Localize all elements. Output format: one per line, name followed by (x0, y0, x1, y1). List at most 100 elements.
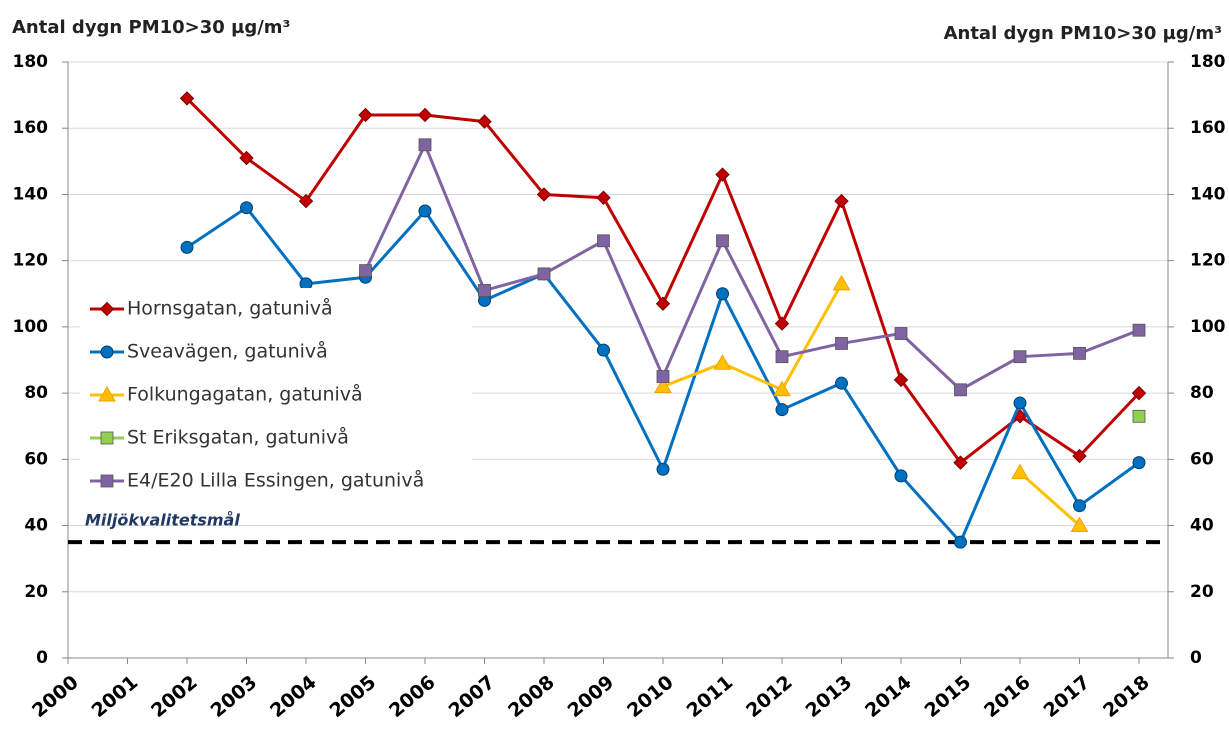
marker (1132, 409, 1146, 423)
marker (478, 284, 491, 297)
marker (98, 385, 116, 402)
marker (418, 138, 432, 152)
marker (716, 287, 729, 301)
marker (775, 403, 789, 417)
marker (417, 107, 433, 123)
marker (537, 267, 551, 281)
legend-label: St Eriksgatan, gatunivå (127, 426, 349, 449)
x-tick-label: 2006 (385, 671, 440, 722)
y-tick-label: 40 (24, 516, 48, 536)
x-tick-label: 2013 (802, 671, 857, 722)
marker (1131, 385, 1147, 401)
marker (597, 234, 610, 248)
marker (1132, 456, 1146, 470)
y2-axis-title: Antal dygn PM10>30 µg/m³ (944, 23, 1222, 44)
y-tick-label: 160 (13, 118, 49, 138)
x-tick-label: 2005 (326, 671, 381, 722)
marker (655, 296, 671, 311)
marker (954, 535, 967, 549)
y-tick-label: 140 (13, 184, 49, 204)
marker (418, 204, 432, 218)
x-tick-label: 2001 (88, 671, 143, 722)
marker (100, 345, 114, 359)
y-tick-label: 100 (13, 317, 49, 337)
y-tick-label: 60 (24, 449, 48, 469)
y-tick-label: 80 (24, 383, 48, 403)
marker (835, 337, 848, 350)
marker (654, 377, 672, 393)
marker (596, 190, 611, 205)
marker (180, 240, 194, 254)
marker (1072, 448, 1087, 464)
y2-tick-label: 180 (1190, 52, 1226, 72)
x-tick-label: 2015 (921, 671, 976, 722)
marker (298, 193, 314, 209)
x-tick-label: 2008 (504, 671, 559, 722)
marker (954, 383, 967, 397)
legend-label: Folkungagatan, gatunivå (127, 383, 363, 406)
marker (359, 264, 372, 278)
y2-tick-label: 60 (1190, 449, 1214, 469)
marker (99, 301, 115, 317)
marker (179, 91, 195, 106)
marker (894, 327, 908, 340)
x-tick-label: 2016 (980, 671, 1035, 722)
y-axis-title: Antal dygn PM10>30 µg/m³ (12, 17, 290, 38)
legend-box (80, 288, 472, 502)
y2-tick-label: 80 (1190, 383, 1214, 403)
marker (1011, 463, 1029, 480)
series-line (364, 143, 1140, 392)
x-tick-label: 2017 (1040, 671, 1095, 722)
marker (713, 354, 732, 370)
reference-label: Miljökvalitetsmål (85, 511, 240, 530)
x-tick-label: 2004 (266, 671, 321, 722)
marker (835, 376, 848, 390)
marker (1070, 516, 1089, 533)
legend: Hornsgatan, gatunivå Sveavägen, gatunivå F… (80, 288, 472, 502)
y2-tick-label: 100 (1190, 317, 1226, 337)
marker (1013, 350, 1027, 364)
marker (100, 431, 114, 445)
marker (893, 372, 909, 388)
marker (1013, 396, 1027, 410)
marker (953, 455, 968, 470)
x-tick-label: 2007 (445, 671, 500, 722)
x-tick-label: 2012 (742, 671, 797, 722)
y2-tick-label: 20 (1190, 582, 1214, 602)
marker (774, 316, 790, 331)
y2-tick-label: 160 (1190, 118, 1226, 138)
y-tick-label: 20 (24, 582, 48, 602)
x-tick-label: 2014 (861, 671, 916, 722)
x-tick-label: 2002 (147, 671, 202, 722)
marker (834, 193, 849, 209)
y-tick-label: 120 (13, 251, 49, 271)
marker (773, 380, 791, 397)
marker (656, 370, 670, 383)
marker (832, 274, 851, 291)
marker (894, 469, 908, 483)
marker (715, 167, 730, 182)
marker (1132, 323, 1146, 337)
y2-tick-label: 0 (1190, 648, 1202, 668)
y-tick-label: 0 (36, 648, 48, 668)
y2-tick-label: 120 (1190, 251, 1226, 271)
x-tick-label: 2003 (207, 671, 262, 722)
marker (656, 462, 670, 476)
marker (100, 474, 114, 488)
x-tick-label: 2010 (623, 671, 678, 722)
marker (716, 234, 729, 248)
y-tick-label: 180 (13, 52, 49, 72)
y2-tick-label: 40 (1190, 516, 1214, 536)
marker (1073, 499, 1086, 513)
legend-label: Hornsgatan, gatunivå (127, 297, 333, 320)
series-line (662, 283, 1081, 527)
legend-label: E4/E20 Lilla Essingen, gatunivå (127, 469, 424, 492)
legend-label: Sveavägen, gatunivå (127, 340, 328, 363)
marker (1073, 346, 1086, 360)
x-tick-label: 2000 (28, 671, 83, 722)
marker (775, 350, 789, 364)
x-tick-label: 2009 (564, 671, 619, 722)
marker (597, 343, 610, 357)
y2-tick-label: 140 (1190, 184, 1226, 204)
